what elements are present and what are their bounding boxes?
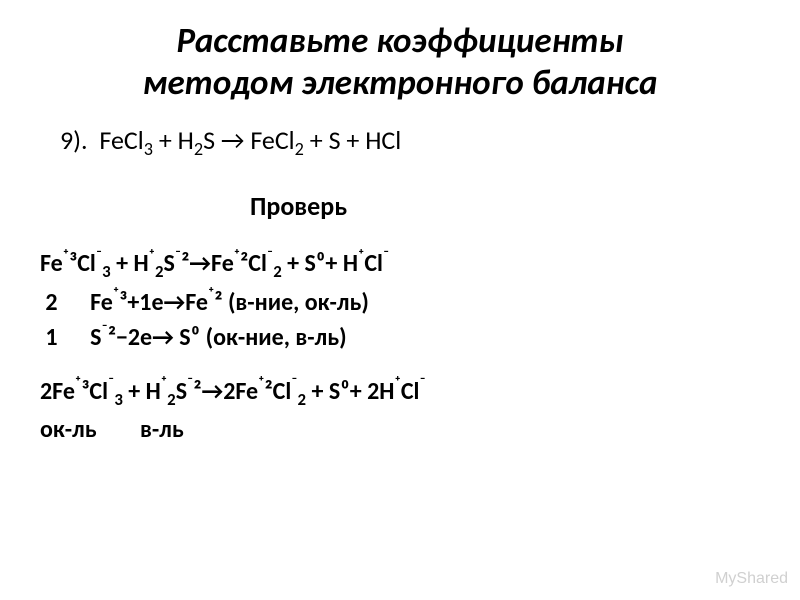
solution-line-5: ок-ль в-ль (40, 413, 760, 447)
solution-line-1: Fe⁺³Cl⁻3 + H⁺2S⁻²→Fe⁺²Cl⁻2 + S⁰+ H⁺Cl⁻ (40, 247, 760, 283)
solution-line-2: 2 Fe⁺³+1e→Fe⁺² (в-ние, ок-ль) (40, 286, 760, 320)
check-label: Проверь (250, 190, 760, 222)
watermark: MyShared (715, 570, 788, 588)
slide-title: Расставьте коэффициенты методом электрон… (40, 20, 760, 104)
solution-line-3: 1 S⁻²−2e→ S⁰ (ок-ние, в-ль) (40, 321, 760, 355)
problem-number: 9). (60, 124, 88, 156)
problem-equation: FeCl3 + H2S → FeCl2 + S + HCl (99, 124, 401, 156)
solution-line-4: 2Fe⁺³Cl⁻3 + H⁺2S⁻²→2Fe⁺²Cl⁻2 + S⁰+ 2H⁺Cl… (40, 375, 760, 411)
problem-statement: 9). FeCl3 + H2S → FeCl2 + S + HCl (60, 124, 760, 160)
title-line-2: методом электронного баланса (143, 62, 658, 104)
title-line-1: Расставьте коэффициенты (176, 20, 623, 62)
solution-block: Fe⁺³Cl⁻3 + H⁺2S⁻²→Fe⁺²Cl⁻2 + S⁰+ H⁺Cl⁻ 2… (40, 247, 760, 446)
